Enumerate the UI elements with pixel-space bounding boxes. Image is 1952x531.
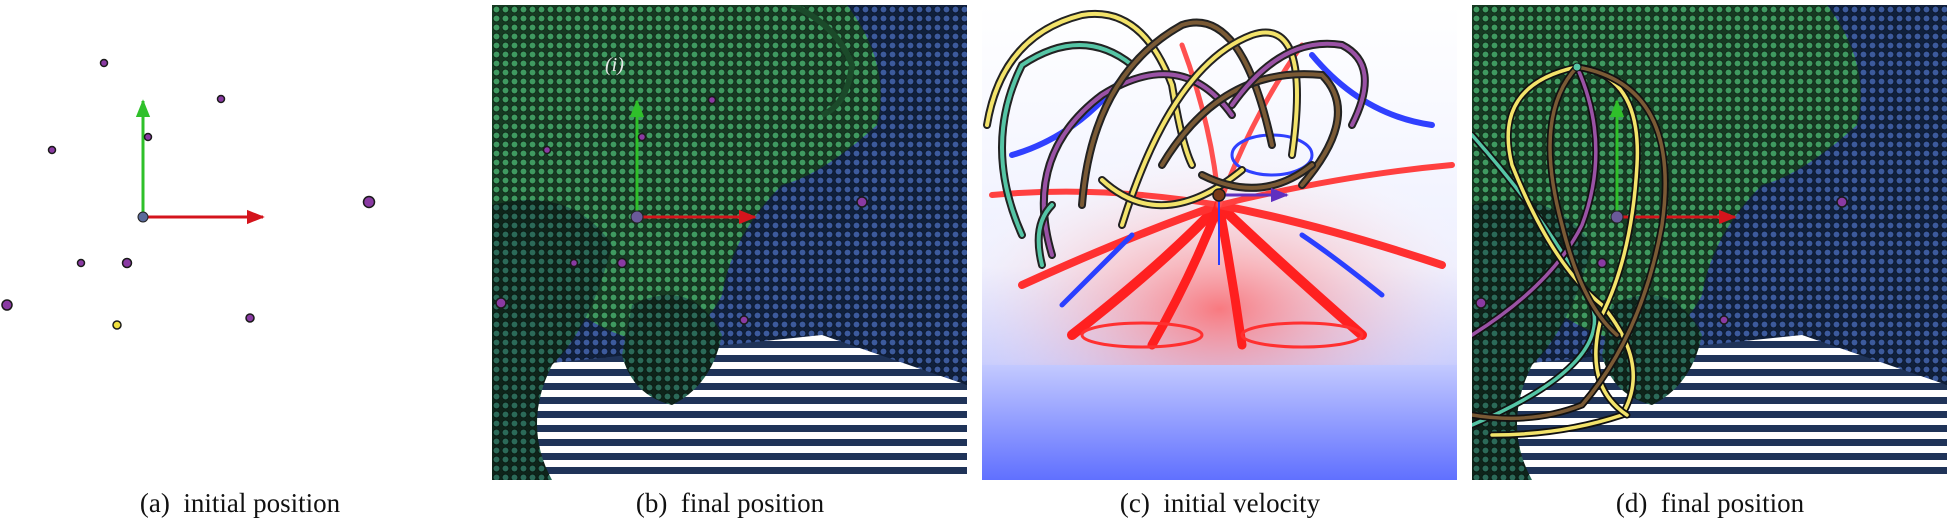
- caption-a-label: (a): [139, 488, 170, 518]
- particle: [143, 132, 153, 142]
- particles: [1475, 196, 1848, 325]
- panel-c-plot: [982, 5, 1457, 480]
- particle: [1719, 315, 1729, 325]
- particles: [1, 58, 376, 330]
- panel-c: (c) initial velocity: [980, 0, 1460, 531]
- trajectories: [983, 9, 1369, 269]
- initial-velocity-field: [982, 5, 1457, 480]
- particle: [616, 257, 628, 269]
- particle: [121, 257, 133, 269]
- final-position-trajectories: [1472, 5, 1947, 480]
- panel-d: (d) final position: [1470, 0, 1950, 531]
- cloth-dark-lobe: [1602, 295, 1702, 405]
- particle: [76, 258, 86, 268]
- annotation-i: (i): [605, 54, 624, 76]
- origin-marker: [630, 210, 644, 224]
- particles: [495, 95, 868, 325]
- final-position-render: (i): [492, 5, 967, 480]
- caption-d: (d) final position: [1470, 488, 1950, 519]
- particle: [637, 132, 647, 142]
- caption-b-label: (b): [635, 488, 668, 518]
- particle: [1836, 196, 1848, 208]
- caption-a-text: initial position: [183, 488, 341, 518]
- cloth-dark-fold: [492, 200, 612, 480]
- initial-position-scatter: [1, 58, 376, 330]
- panel-b: (i) (b) final position: [490, 0, 970, 531]
- particle: [542, 145, 552, 155]
- particle-highlight: [112, 320, 122, 330]
- caption-d-text: final position: [1660, 488, 1805, 518]
- caption-c-text: initial velocity: [1163, 488, 1321, 518]
- particle: [1, 299, 13, 311]
- field-streaks: [989, 42, 1455, 350]
- particle: [216, 94, 226, 104]
- origin-marker: [137, 211, 149, 223]
- trajectories: [1472, 63, 1669, 439]
- caption-d-label: (d): [1615, 488, 1648, 518]
- caption-a: (a) initial position: [0, 488, 480, 519]
- particle: [245, 313, 255, 323]
- particle: [707, 95, 717, 105]
- particle: [99, 58, 109, 68]
- caption-b: (b) final position: [490, 488, 970, 519]
- particle: [739, 315, 749, 325]
- particle: [362, 195, 376, 209]
- particle: [856, 196, 868, 208]
- origin-marker: [1610, 210, 1624, 224]
- caption-b-text: final position: [680, 488, 825, 518]
- particle: [495, 297, 507, 309]
- particle: [1475, 297, 1487, 309]
- cloth-dark-lobe: [622, 295, 722, 405]
- particle: [1596, 257, 1608, 269]
- panel-a: (a) initial position: [0, 0, 480, 531]
- origin-marker: [1212, 188, 1226, 202]
- particle: [47, 145, 57, 155]
- caption-c: (c) initial velocity: [980, 488, 1460, 519]
- particle: [569, 258, 579, 268]
- panel-d-plot: [1472, 5, 1947, 480]
- caption-c-label: (c): [1119, 488, 1150, 518]
- cloth-green-edge: [790, 5, 856, 118]
- panel-b-plot: (i): [492, 5, 967, 480]
- trajectory-anchor: [1572, 62, 1582, 72]
- panel-a-plot: [0, 5, 475, 480]
